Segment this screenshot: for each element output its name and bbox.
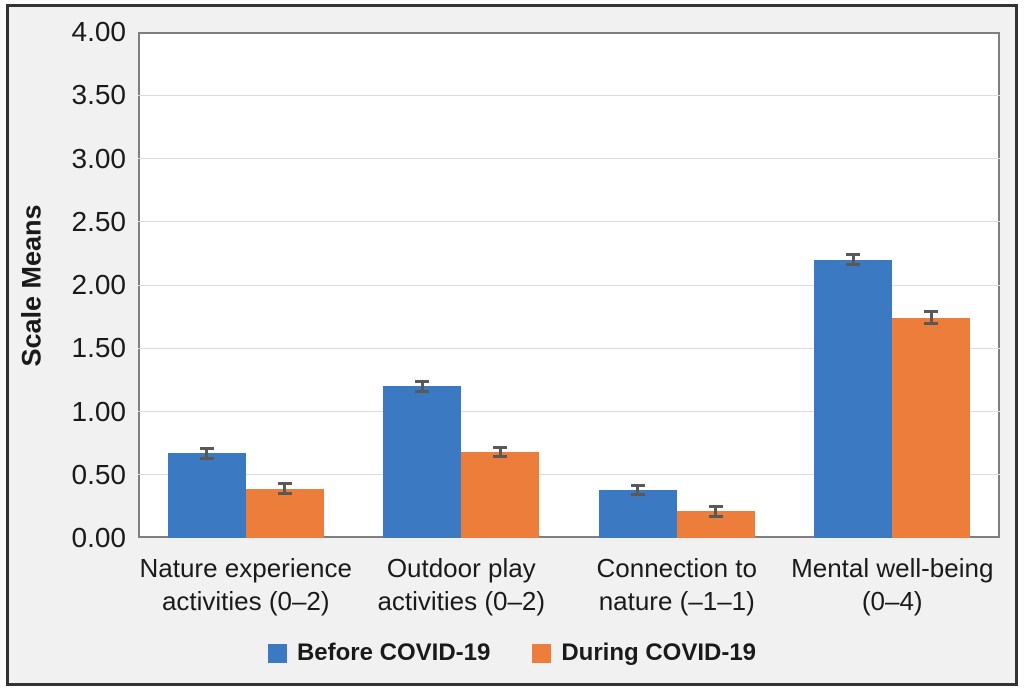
- bar-before-covid: [383, 386, 462, 538]
- category-label: Connection to nature (–1–1): [547, 552, 807, 618]
- legend-swatch: [267, 643, 287, 663]
- gridline: [138, 221, 1000, 223]
- error-bar: [708, 505, 723, 518]
- legend-item: Before COVID-19: [267, 639, 491, 667]
- category-label-line: activities (0–2): [377, 586, 546, 616]
- legend-swatch: [532, 643, 552, 663]
- category-label-line: activities (0–2): [161, 586, 330, 616]
- y-tick-label: 3.50: [71, 79, 127, 111]
- error-bar-line: [851, 253, 855, 267]
- error-bar: [277, 482, 292, 495]
- gridline: [138, 474, 1000, 476]
- category-label: Outdoor play activities (0–2): [331, 552, 591, 618]
- category-label-line: Outdoor play: [386, 553, 536, 583]
- error-bar: [630, 483, 645, 497]
- bar-during-covid: [892, 317, 971, 538]
- error-bar-line: [420, 379, 424, 393]
- bar-before-covid: [598, 489, 677, 538]
- y-tick-label: 3.00: [71, 142, 127, 174]
- category-label-line: Mental well-being: [791, 553, 994, 583]
- gridline: [138, 284, 1000, 286]
- error-bar: [924, 310, 939, 326]
- error-bar-line: [498, 445, 502, 459]
- y-tick-label: 0.00: [71, 522, 127, 553]
- category-label: Nature experience activities (0–2): [116, 552, 376, 618]
- legend: Before COVID-19 During COVID-19: [0, 638, 1024, 668]
- bar-during-covid: [245, 488, 324, 538]
- error-bar: [199, 446, 214, 460]
- category-label-line: Nature experience: [139, 553, 352, 583]
- category-label-line: Connection to: [596, 553, 757, 583]
- error-bar: [493, 445, 508, 459]
- error-bar: [846, 253, 861, 267]
- category-label: Mental well-being (0–4): [762, 552, 1022, 618]
- plot-inner: [138, 32, 1000, 538]
- bar-before-covid: [167, 453, 246, 538]
- gridline: [138, 158, 1000, 159]
- error-bar: [415, 379, 430, 393]
- y-tick-label: 2.00: [71, 269, 127, 300]
- error-bar-line: [636, 483, 640, 497]
- bar-before-covid: [814, 259, 893, 538]
- error-bar-line: [205, 446, 209, 460]
- legend-label: Before COVID-19: [296, 639, 491, 666]
- plot-area: [138, 32, 1000, 538]
- gridline: [138, 94, 1000, 96]
- category-label-line: (0–4): [861, 586, 923, 616]
- category-label-line: nature (–1–1): [598, 586, 755, 616]
- gridline: [138, 347, 1000, 349]
- y-tick-label: 1.00: [71, 395, 127, 427]
- error-bar-line: [283, 482, 287, 495]
- y-tick-label: 4.00: [71, 16, 127, 47]
- y-tick-label: 0.50: [71, 458, 127, 490]
- error-bar-line: [929, 310, 933, 326]
- y-tick-label: 1.50: [71, 332, 127, 364]
- y-tick-label: 2.50: [71, 205, 127, 237]
- bar-during-covid: [461, 451, 540, 538]
- error-bar-line: [714, 505, 718, 518]
- gridline: [138, 411, 1000, 412]
- legend-label: During COVID-19: [561, 639, 757, 666]
- legend-item: During COVID-19: [532, 639, 756, 667]
